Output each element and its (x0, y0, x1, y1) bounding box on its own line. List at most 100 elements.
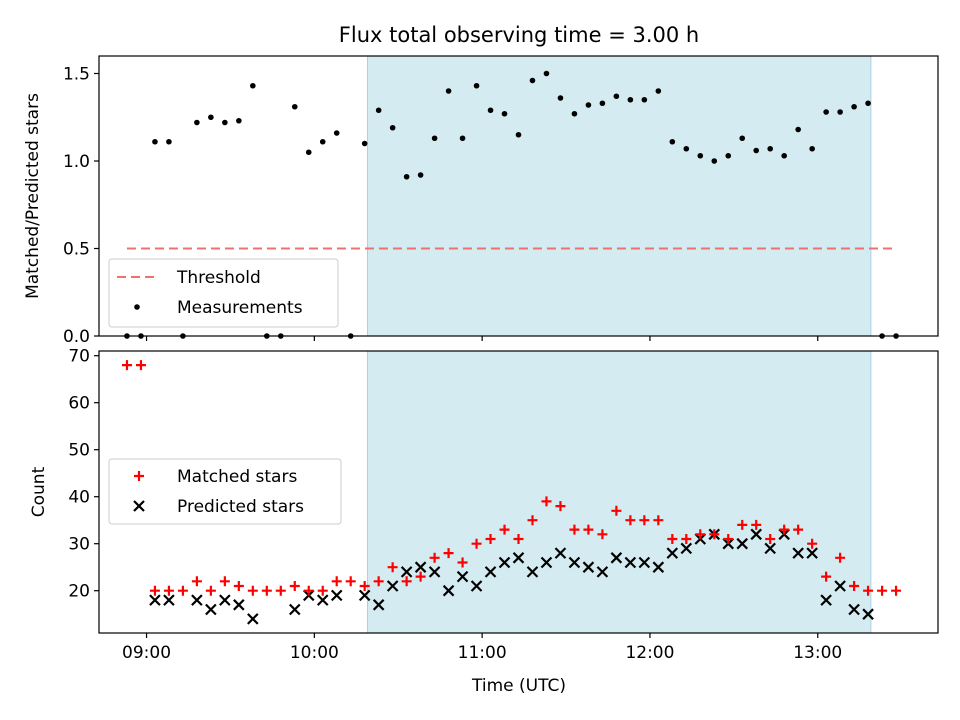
y-tick-label: 70 (68, 347, 90, 367)
x-tick-label: 11:00 (458, 643, 507, 663)
measurement-point (333, 130, 340, 136)
predicted-star-point (191, 594, 203, 606)
y-tick-label: 0.0 (63, 327, 90, 347)
y-tick-label: 40 (68, 488, 90, 508)
bottom-y-ticks: 20 30 40 50 60 70 (68, 347, 99, 602)
measurement-point (711, 158, 718, 164)
predicted-star-point (288, 603, 301, 616)
predicted-star-point (806, 547, 818, 559)
bottom-legend-box (108, 458, 342, 525)
matched-star-point (821, 571, 832, 582)
matched-star-point (499, 524, 510, 535)
legend-measurements-marker (134, 304, 140, 310)
predicted-star-point (428, 566, 441, 578)
top-x-ticks (145, 336, 819, 341)
measurement-point (389, 124, 396, 131)
axes-spines (98, 350, 939, 634)
chart-title: Flux total observing time = 3.00 h (339, 23, 699, 47)
measurement-point (585, 102, 592, 108)
measurement-points (124, 70, 899, 339)
matched-star-point (219, 576, 230, 587)
matched-star-point (373, 576, 384, 587)
matched-star-point (891, 585, 902, 596)
matched-star-point (121, 360, 132, 371)
predicted-star-point (834, 580, 846, 592)
measurement-point (222, 119, 228, 126)
predicted-star-point (484, 566, 497, 578)
legend-x-marker (133, 500, 145, 512)
predicted-star-point (400, 566, 413, 578)
matched-star-point (149, 585, 160, 596)
predicted-star-point (358, 589, 371, 602)
matched-star-point (457, 557, 468, 568)
measurement-point (837, 109, 843, 115)
legend-predicted-label: Predicted stars (177, 497, 304, 517)
count-points (121, 360, 902, 625)
measurement-point (403, 173, 410, 180)
measurement-point (250, 82, 256, 89)
measurement-point (781, 152, 787, 159)
measurement-point (166, 138, 172, 145)
predicted-star-point (680, 542, 693, 555)
predicted-star-point (848, 603, 860, 616)
measurement-point (669, 138, 676, 145)
predicted-star-point (219, 594, 231, 606)
measurement-point (361, 140, 368, 147)
predicted-star-point (610, 552, 623, 564)
measurement-point (739, 135, 746, 142)
measurement-point (152, 138, 158, 145)
predicted-star-point (372, 599, 385, 611)
matched-star-point (359, 581, 370, 591)
measurement-point (613, 93, 620, 100)
predicted-star-point (568, 556, 581, 569)
y-tick-label: 60 (68, 394, 90, 414)
measurement-point (417, 172, 424, 178)
measurement-point (529, 77, 536, 84)
matched-star-point (653, 515, 664, 526)
legend-matched-label: Matched stars (177, 467, 297, 487)
measurement-point (459, 135, 466, 142)
matched-star-point (751, 519, 762, 530)
matched-star-point (429, 552, 440, 563)
measurement-point (445, 88, 452, 94)
matched-star-point (261, 585, 272, 596)
matched-star-point (191, 576, 202, 587)
matched-star-point (401, 576, 412, 587)
y-tick-label: 0.5 (63, 240, 90, 260)
measurement-point (208, 114, 214, 121)
predicted-star-point (554, 547, 567, 559)
matched-star-point (737, 519, 748, 530)
top-panel: 0.0 0.5 1.0 1.5 Matched/Predicted stars Thr… (23, 55, 939, 347)
matched-star-point (541, 496, 552, 507)
matched-star-point (597, 529, 608, 540)
predicted-star-point (149, 594, 161, 606)
matched-star-point (723, 534, 734, 544)
measurement-point (851, 103, 857, 110)
x-axis-label: Time (UTC) (471, 676, 566, 696)
measurement-point (571, 110, 578, 117)
observing-interval-band (367, 56, 871, 336)
top-legend-box (108, 258, 339, 328)
measurement-point (753, 147, 760, 154)
matched-star-point (345, 576, 356, 587)
x-tick-label: 13:00 (793, 643, 842, 663)
predicted-star-point (512, 552, 525, 564)
predicted-star-point (526, 566, 539, 578)
matched-star-point (639, 515, 650, 526)
matched-star-point (793, 524, 804, 535)
matched-star-point (205, 585, 216, 596)
y-tick-label: 1.5 (63, 65, 90, 85)
matched-star-point (275, 585, 286, 596)
predicted-star-point (540, 556, 553, 569)
measurement-point (305, 149, 312, 156)
matched-star-point (625, 515, 636, 526)
matched-star-point (807, 538, 818, 549)
y-tick-label: 1.0 (63, 152, 90, 172)
matched-star-point (331, 576, 342, 587)
top-legend: Threshold Measurements (108, 258, 339, 328)
measurement-point (725, 152, 732, 159)
predicted-star-point (316, 594, 329, 606)
matched-star-point (163, 585, 174, 596)
predicted-star-point (764, 542, 776, 555)
matched-star-point (303, 585, 314, 596)
